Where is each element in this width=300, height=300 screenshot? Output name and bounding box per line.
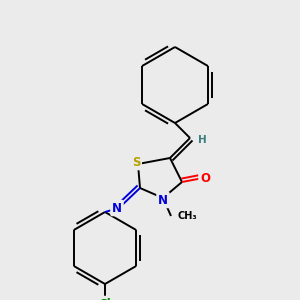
Text: O: O	[200, 172, 210, 184]
Text: N: N	[158, 194, 168, 206]
Text: N: N	[112, 202, 122, 214]
Text: CH₃: CH₃	[177, 211, 197, 221]
Text: Cl: Cl	[99, 298, 111, 300]
Text: S: S	[132, 155, 140, 169]
Text: H: H	[198, 135, 206, 145]
